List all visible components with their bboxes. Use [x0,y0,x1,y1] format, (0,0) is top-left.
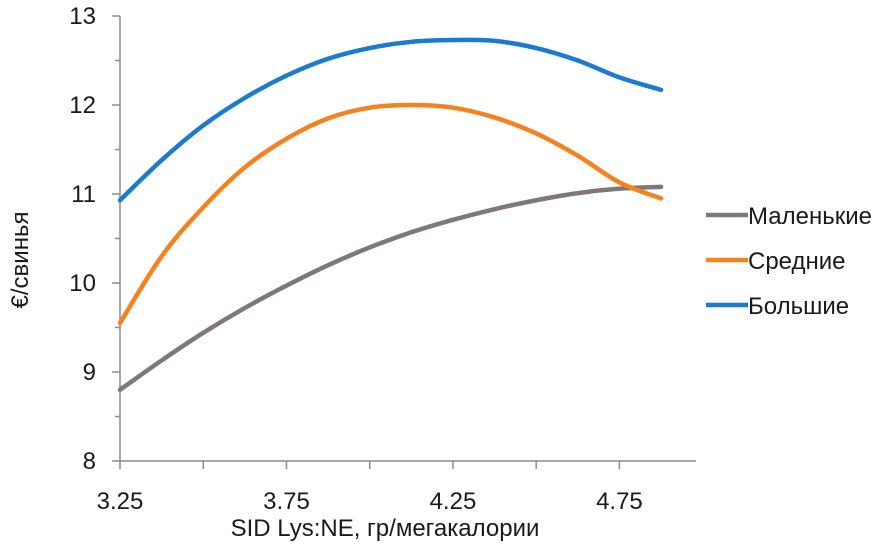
y-tick-label: 8 [83,448,96,475]
y-tick-label: 12 [69,92,96,119]
legend-label: Большие [748,293,849,320]
y-ticks: 8 9 10 11 12 13 [69,3,120,475]
axes: 8 9 10 11 12 13 3.25 3.75 4.25 4.75 [69,3,696,515]
x-tick-label: 4.25 [430,488,477,515]
y-tick-label: 13 [69,3,96,30]
x-tick-label: 3.75 [263,488,310,515]
y-axis-title: €/свинья [7,212,34,309]
x-tick-label: 3.25 [97,488,144,515]
x-axis-title: SID Lys:NE, гр/мегакалории [231,515,540,542]
series-line-2 [117,102,664,326]
y-tick-label: 9 [83,359,96,386]
series-line-1 [117,184,664,393]
x-tick-label: 4.75 [596,488,643,515]
legend: Маленькие Средние Большие [706,203,872,320]
series-lines [117,37,664,393]
y-tick-label: 11 [71,181,96,208]
legend-label: Маленькие [748,203,872,230]
series-line-3 [117,37,664,203]
x-ticks: 3.25 3.75 4.25 4.75 [97,461,643,515]
legend-label: Средние [748,248,846,275]
y-tick-label: 10 [69,270,96,297]
